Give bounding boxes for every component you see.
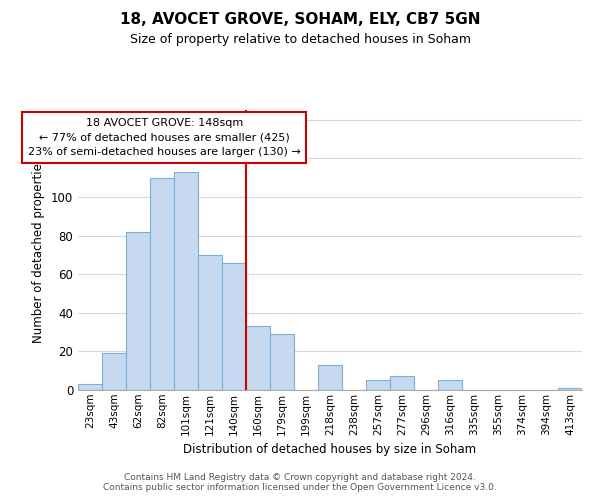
X-axis label: Distribution of detached houses by size in Soham: Distribution of detached houses by size … <box>184 443 476 456</box>
Bar <box>150 178 174 390</box>
Bar <box>174 172 198 390</box>
Text: 18 AVOCET GROVE: 148sqm
← 77% of detached houses are smaller (425)
23% of semi-d: 18 AVOCET GROVE: 148sqm ← 77% of detache… <box>28 118 301 158</box>
Bar <box>438 380 462 390</box>
Text: 18, AVOCET GROVE, SOHAM, ELY, CB7 5GN: 18, AVOCET GROVE, SOHAM, ELY, CB7 5GN <box>120 12 480 28</box>
Bar <box>78 384 102 390</box>
Bar <box>366 380 390 390</box>
Bar <box>198 255 222 390</box>
Bar <box>222 262 246 390</box>
Bar <box>270 334 294 390</box>
Y-axis label: Number of detached properties: Number of detached properties <box>32 157 45 343</box>
Bar <box>390 376 414 390</box>
Bar <box>126 232 150 390</box>
Text: Contains HM Land Registry data © Crown copyright and database right 2024.
Contai: Contains HM Land Registry data © Crown c… <box>103 473 497 492</box>
Bar <box>246 326 270 390</box>
Bar <box>102 354 126 390</box>
Bar <box>318 365 342 390</box>
Bar <box>558 388 582 390</box>
Text: Size of property relative to detached houses in Soham: Size of property relative to detached ho… <box>130 32 470 46</box>
